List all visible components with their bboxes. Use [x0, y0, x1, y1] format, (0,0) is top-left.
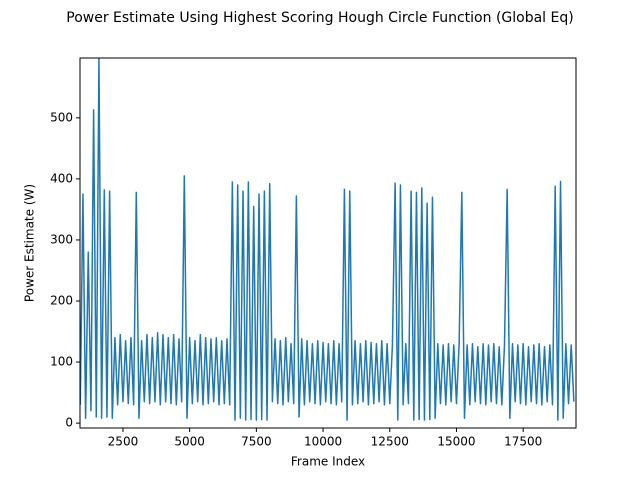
chart-title: Power Estimate Using Highest Scoring Hou…: [66, 10, 573, 26]
x-tick-label: 17500: [504, 435, 542, 449]
x-tick-label: 7500: [241, 435, 272, 449]
y-axis-label: Power Estimate (W): [23, 184, 37, 302]
x-tick-label: 5000: [174, 435, 205, 449]
y-tick-label: 100: [50, 355, 73, 369]
plot-area: [80, 58, 575, 421]
x-tick-label: 10000: [304, 435, 342, 449]
y-tick-label: 200: [50, 294, 73, 308]
y-tick-label: 300: [50, 232, 73, 246]
x-tick-label: 12500: [371, 435, 409, 449]
x-tick-label: 2500: [108, 435, 139, 449]
y-tick-label: 500: [50, 110, 73, 124]
x-axis-label: Frame Index: [291, 455, 365, 469]
y-tick-label: 0: [65, 416, 73, 430]
data-line: [80, 58, 575, 421]
axes-frame: [79, 57, 577, 429]
y-tick-label: 400: [50, 171, 73, 185]
x-tick-label: 15000: [437, 435, 475, 449]
